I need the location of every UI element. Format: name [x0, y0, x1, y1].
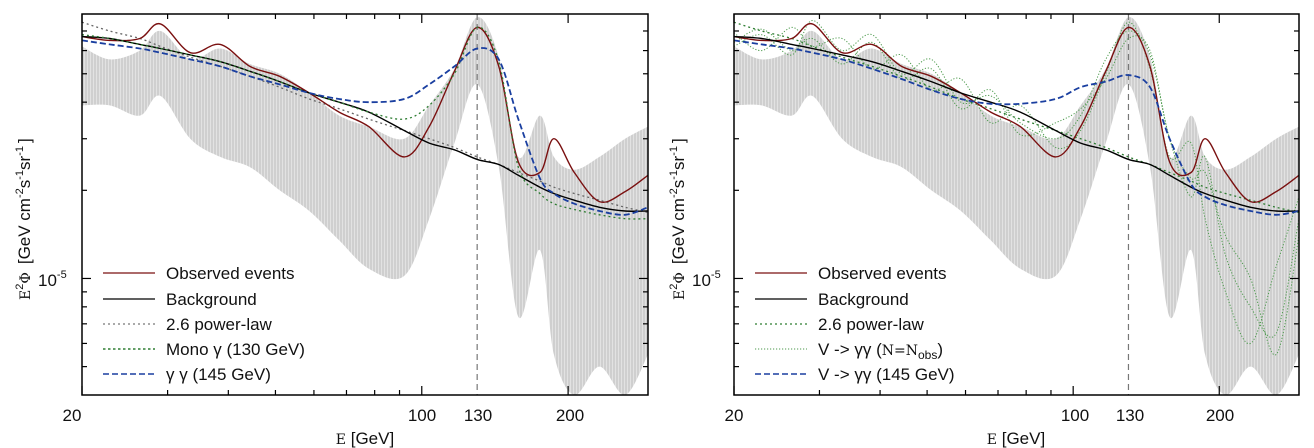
right-ylabel-sup: 2	[668, 284, 680, 290]
left-legend-label-background: Background	[166, 290, 257, 309]
right-series-v-145-gev	[734, 39, 1299, 216]
left-ylabel-sup2: -2	[14, 188, 26, 198]
right-uncertainty-band	[734, 17, 1299, 395]
right-legend-label-realizations-end: )	[937, 340, 943, 359]
right-xlabel-units: [GeV]	[997, 429, 1045, 448]
right-legend-label-realizations-sub: obs	[918, 348, 937, 362]
left-legend-label-observed: Observed events	[166, 264, 295, 283]
right-ylabel-end: ]	[669, 138, 688, 143]
right-legend-label-realizations-main: V -> γγ (	[818, 340, 882, 359]
left-uncertainty-band	[82, 17, 648, 395]
left-ytick-base: 10	[38, 271, 57, 290]
right-series-v-n-n-obs-realization-1	[734, 21, 1299, 344]
left-ylabel-s: s	[15, 180, 34, 189]
left-legend: Observed events Background 2.6 power-law…	[103, 264, 305, 384]
left-xlabel-units: [GeV]	[346, 429, 394, 448]
right-ytick-label-1e-5: 10-5	[692, 269, 721, 290]
left-legend-label-powerlaw: 2.6 power-law	[166, 315, 273, 334]
right-axis-ticks	[733, 14, 1299, 395]
left-series-observed-events	[82, 23, 648, 203]
right-ytick-exp: -5	[711, 269, 721, 281]
left-panel: 20 100 130 200 E [GeV] 10-5 E2Φ[GeV cm-2…	[14, 13, 649, 448]
left-ylabel-units: [GeV cm	[15, 198, 34, 264]
right-xlabel-e: E	[987, 432, 997, 448]
right-xtick-label-200: 200	[1206, 406, 1234, 425]
right-xtick-label-20: 20	[725, 406, 744, 425]
left-xtick-label-100: 100	[408, 406, 436, 425]
right-series-background	[734, 35, 1299, 212]
right-series-v-n-n-obs-realization-0	[734, 19, 1299, 338]
left-ylabel-end: ]	[15, 138, 34, 143]
right-legend-label-observed: Observed events	[818, 264, 947, 283]
left-legend-label-mono: Mono γ (130 GeV)	[166, 340, 305, 359]
left-ylabel-sup: 2	[14, 284, 26, 290]
left-ytick-label-1e-5: 10-5	[38, 269, 67, 290]
right-xtick-label-100: 100	[1061, 406, 1089, 425]
right-ylabel-sup2: -2	[668, 188, 680, 198]
left-ylabel-phi: Φ	[18, 272, 34, 283]
right-ylabel-sup4: -1	[668, 146, 680, 156]
right-series-2-6-power-law	[734, 21, 1299, 214]
right-legend-label-powerlaw: 2.6 power-law	[818, 315, 925, 334]
left-legend-label-gammagamma: γ γ (145 GeV)	[166, 365, 271, 384]
right-legend-label-vgg145: V -> γγ (145 GeV)	[818, 365, 955, 384]
left-y-axis-title: E2Φ[GeV cm-2s-1sr-1]	[14, 138, 34, 300]
right-ylabel-sup3: -1	[668, 170, 680, 180]
right-ylabel-e: E	[672, 290, 688, 300]
left-ylabel-sup4: -1	[14, 146, 26, 156]
left-plot-frame	[81, 13, 649, 396]
left-series-mono-130-gev	[82, 26, 648, 220]
right-ylabel-sr: sr	[669, 155, 688, 170]
right-y-axis-title: E2Φ[GeV cm-2s-1sr-1]	[668, 138, 688, 300]
left-ylabel-sr: sr	[15, 155, 34, 170]
right-panel: 20 100 130 200 E [GeV] 10-5 E2Φ[GeV cm-2…	[668, 13, 1300, 448]
left-xtick-label-200: 200	[556, 406, 584, 425]
right-legend-label-realizations-n: N=N	[882, 343, 918, 359]
right-plot-area	[734, 14, 1299, 395]
right-ylabel-units: [GeV cm	[669, 198, 688, 264]
right-plot-frame	[733, 13, 1300, 396]
left-x-axis-title: E [GeV]	[336, 429, 394, 448]
right-ytick-base: 10	[692, 271, 711, 290]
right-legend-label-background: Background	[818, 290, 909, 309]
left-axis-ticks	[81, 14, 648, 395]
right-legend-label-realizations: V -> γγ (N=Nobs)	[818, 340, 943, 362]
right-x-axis-title: E [GeV]	[987, 429, 1045, 448]
left-xtick-label-20: 20	[63, 406, 82, 425]
right-legend: Observed events Background 2.6 power-law…	[755, 264, 955, 384]
right-ylabel-s: s	[669, 180, 688, 189]
left-series-145-gev	[82, 39, 648, 216]
left-xtick-label-130: 130	[464, 406, 492, 425]
right-series-v-n-n-obs-realization-2	[734, 28, 1299, 356]
left-plot-area	[82, 14, 648, 395]
left-xlabel-e: E	[336, 432, 346, 448]
left-ylabel-sup3: -1	[14, 170, 26, 180]
left-ytick-exp: -5	[57, 269, 67, 281]
right-ylabel-phi: Φ	[672, 272, 688, 283]
left-ylabel-e: E	[18, 290, 34, 300]
right-xtick-label-130: 130	[1116, 406, 1144, 425]
right-series-observed-events	[734, 23, 1299, 203]
